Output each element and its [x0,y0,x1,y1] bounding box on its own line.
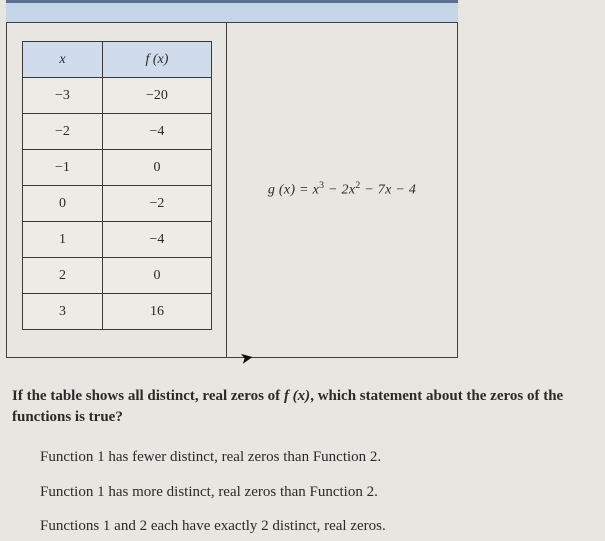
answer-list: Function 1 has fewer distinct, real zero… [40,446,593,538]
cell-fx: −4 [103,222,211,258]
table-row: −3 −20 [22,78,211,114]
answer-option[interactable]: Functions 1 and 2 each have exactly 2 di… [40,515,593,538]
table-row: 0 −2 [22,186,211,222]
cell-x: 0 [22,186,103,222]
cell-x: 3 [22,294,103,330]
cell-x: 2 [22,258,103,294]
equation-text: g (x) = x3 − 2x2 − 7x − 4 [268,181,416,198]
g-term: − 7x − 4 [361,183,417,198]
cell-fx: 16 [103,294,211,330]
g-lhs: g (x) = [268,183,313,198]
functions-panel: x f (x) −3 −20 −2 −4 −1 0 0 [6,22,458,358]
cell-fx: −4 [103,114,211,150]
cell-x: −2 [22,114,103,150]
answer-option[interactable]: Function 1 has fewer distinct, real zero… [40,446,593,469]
table-row: −2 −4 [22,114,211,150]
cell-fx: 0 [103,258,211,294]
g-term: − 2x [324,183,355,198]
table-row: 3 16 [22,294,211,330]
cell-x: 1 [22,222,103,258]
answer-option[interactable]: Function 1 has more distinct, real zeros… [40,481,593,504]
function-table: x f (x) −3 −20 −2 −4 −1 0 0 [22,41,212,330]
cell-fx: −20 [103,78,211,114]
question-fx: f (x) [284,388,310,404]
header-separator-bar [6,0,458,22]
table-row: 2 0 [22,258,211,294]
table-row: −1 0 [22,150,211,186]
question-text: If the table shows all distinct, real ze… [12,386,593,428]
cell-fx: −2 [103,186,211,222]
cell-x: −1 [22,150,103,186]
table-container: x f (x) −3 −20 −2 −4 −1 0 0 [7,23,227,357]
cell-fx: 0 [103,150,211,186]
table-row: 1 −4 [22,222,211,258]
col-header-x: x [22,42,103,78]
cell-x: −3 [22,78,103,114]
col-header-fx: f (x) [103,42,211,78]
question-prefix: If the table shows all distinct, real ze… [12,388,284,404]
function-g-definition: g (x) = x3 − 2x2 − 7x − 4 [227,23,457,357]
